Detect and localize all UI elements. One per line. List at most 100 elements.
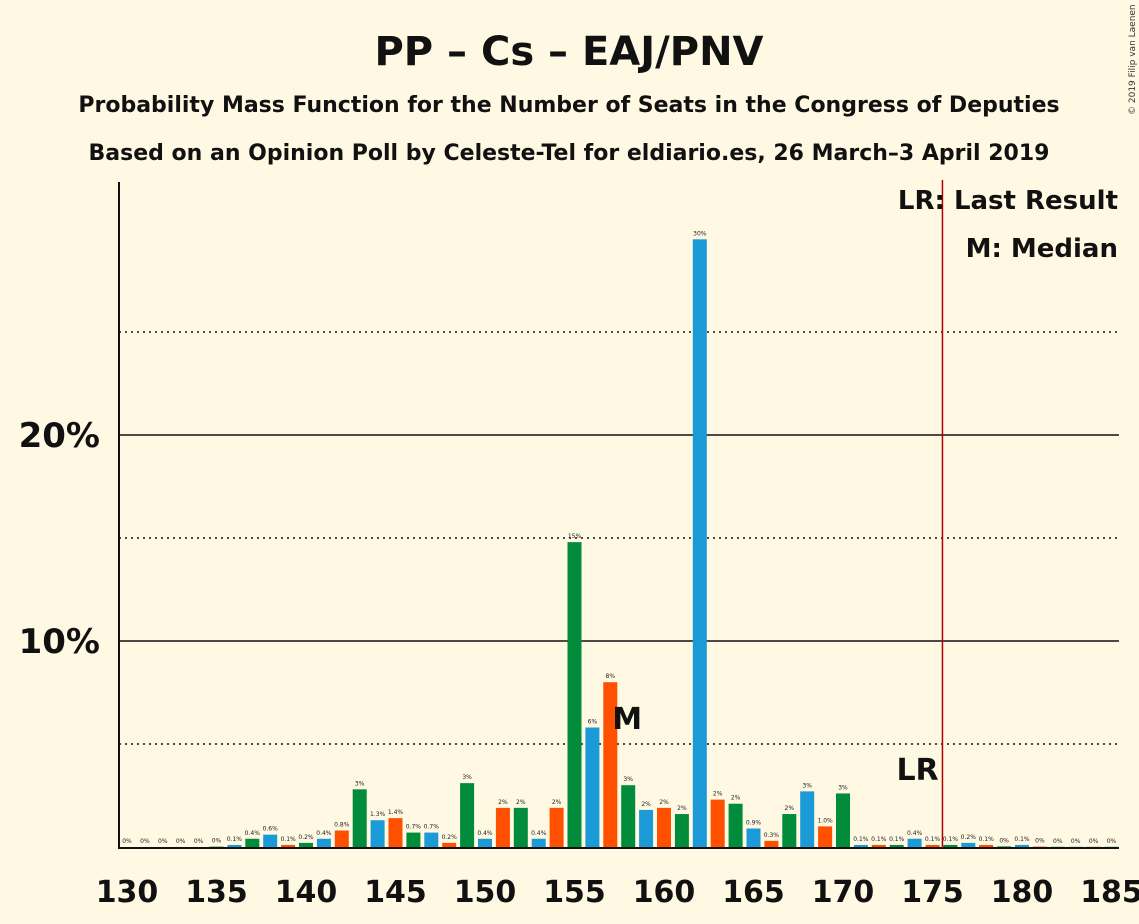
bar-label-seat-150: 0.4% — [477, 830, 493, 837]
bar-label-seat-152: 2% — [516, 799, 526, 806]
bar-label-seat-168: 3% — [802, 782, 812, 789]
bar-label-seat-139: 0.1% — [280, 836, 296, 843]
bar-label-seat-140: 0.2% — [298, 834, 314, 841]
bar-seat-166 — [764, 840, 779, 847]
x-tick-label: 185 — [1080, 875, 1139, 910]
x-tick-labels: 130 135 140 145 150 155 160 165 170 175 180 185 — [96, 875, 1139, 910]
bar-seat-165 — [746, 828, 761, 847]
bar-seat-144 — [370, 820, 385, 847]
bar-label-seat-172: 0.1% — [871, 836, 887, 843]
bar-seat-164 — [728, 803, 743, 847]
bar-label-seat-132: 0% — [158, 838, 168, 845]
bar-seat-179 — [997, 846, 1012, 847]
bar-seat-169 — [818, 826, 833, 847]
bar-label-seat-185: 0% — [1107, 838, 1117, 845]
bar-seat-148 — [442, 842, 457, 847]
x-tick-label: 150 — [454, 875, 517, 910]
bar-seat-159 — [639, 809, 654, 847]
bar-label-seat-153: 0.4% — [531, 830, 547, 837]
bar-label-seat-161: 2% — [677, 805, 687, 812]
x-tick-label: 155 — [543, 875, 606, 910]
bar-seat-174 — [907, 838, 922, 847]
bar-label-seat-158: 3% — [623, 776, 633, 783]
bar-label-seat-183: 0% — [1071, 838, 1081, 845]
bar-seat-156 — [585, 727, 600, 847]
chart-title: PP – Cs – EAJ/PNV — [374, 29, 763, 75]
x-tick-label: 160 — [633, 875, 696, 910]
last-result-marker: LR — [896, 753, 938, 788]
bar-seat-178 — [979, 844, 994, 847]
bar-label-seat-181: 0% — [1035, 838, 1045, 845]
bar-value-labels: 0% 0% 0% 0% 0% 0% 0.1%0.4%0.6%0.1% 0.2%0.4%0.8%… — [122, 230, 1116, 845]
bar-label-seat-177: 0.2% — [961, 834, 977, 841]
bar-seat-161 — [674, 814, 689, 847]
bar-label-seat-165: 0.9% — [746, 819, 762, 826]
bar-seat-138 — [263, 834, 278, 847]
bar-label-seat-136: 0.1% — [227, 836, 243, 843]
bar-seat-170 — [836, 793, 850, 847]
bar-label-seat-174: 0.4% — [907, 830, 923, 837]
median-marker: M — [612, 702, 642, 737]
bar-label-seat-134: 0% — [194, 838, 204, 845]
bar-label-seat-159: 2% — [641, 801, 651, 808]
chart-subtitle-1: Probability Mass Function for the Number… — [78, 93, 1059, 118]
bar-label-seat-160: 2% — [659, 799, 669, 806]
bar-seat-171 — [853, 844, 868, 847]
legend-median: M: Median — [966, 234, 1118, 264]
bar-seat-162 — [692, 239, 707, 848]
bar-label-seat-170: 3% — [838, 784, 848, 791]
bar-label-seat-155: 15% — [568, 533, 582, 540]
bar-seat-150 — [478, 838, 492, 847]
bar-label-seat-182: 0% — [1053, 838, 1063, 845]
bar-label-seat-171: 0.1% — [853, 836, 869, 843]
y-tick-label: 10% — [19, 622, 100, 662]
bar-label-seat-157: 8% — [606, 673, 616, 680]
bar-seat-163 — [710, 799, 725, 847]
bar-seat-160 — [657, 807, 671, 847]
bar-label-seat-176: 0.1% — [943, 836, 959, 843]
bar-label-seat-178: 0.1% — [979, 836, 995, 843]
bar-seat-168 — [800, 791, 815, 847]
bar-seat-153 — [531, 838, 546, 847]
x-tick-label: 145 — [364, 875, 427, 910]
bar-label-seat-142: 0.8% — [334, 822, 350, 829]
bar-seat-152 — [513, 807, 528, 847]
bar-seat-137 — [245, 838, 260, 847]
bar-seat-157 — [603, 682, 618, 847]
bar-seat-151 — [495, 807, 510, 847]
x-tick-label: 130 — [96, 875, 159, 910]
x-tick-label: 165 — [722, 875, 785, 910]
bar-label-seat-144: 1.3% — [370, 811, 386, 818]
bar-label-seat-146: 0.7% — [406, 824, 422, 831]
bar-label-seat-166: 0.3% — [764, 832, 780, 839]
bar-seat-146 — [406, 832, 421, 847]
bar-label-seat-151: 2% — [498, 799, 508, 806]
bar-seat-136 — [227, 844, 242, 847]
y-tick-label: 20% — [19, 416, 100, 456]
bars — [209, 239, 1119, 848]
copyright-notice: © 2019 Filip van Laenen — [1128, 4, 1138, 115]
bar-label-seat-164: 2% — [731, 795, 741, 802]
bar-seat-143 — [352, 789, 367, 847]
bar-seat-172 — [871, 844, 886, 847]
x-tick-label: 140 — [275, 875, 338, 910]
x-tick-label: 180 — [991, 875, 1054, 910]
grid-lines — [119, 331, 1119, 745]
bar-label-seat-143: 3% — [355, 780, 365, 787]
bar-seat-145 — [388, 818, 403, 847]
bar-seat-147 — [424, 832, 439, 847]
bar-seat-167 — [782, 814, 797, 847]
bar-seat-142 — [334, 830, 349, 847]
bar-label-seat-175: 0.1% — [925, 836, 941, 843]
bar-label-seat-133: 0% — [176, 838, 186, 845]
bar-seat-154 — [549, 807, 564, 847]
bar-label-seat-148: 0.2% — [442, 834, 458, 841]
bar-label-seat-149: 3% — [462, 774, 472, 781]
bar-label-seat-130: 0% — [122, 838, 132, 845]
bar-seat-175 — [925, 844, 940, 847]
bar-label-seat-167: 2% — [785, 805, 795, 812]
bar-label-seat-141: 0.4% — [316, 830, 332, 837]
bar-label-seat-162: 30% — [693, 230, 707, 237]
bar-seat-140 — [299, 842, 313, 847]
